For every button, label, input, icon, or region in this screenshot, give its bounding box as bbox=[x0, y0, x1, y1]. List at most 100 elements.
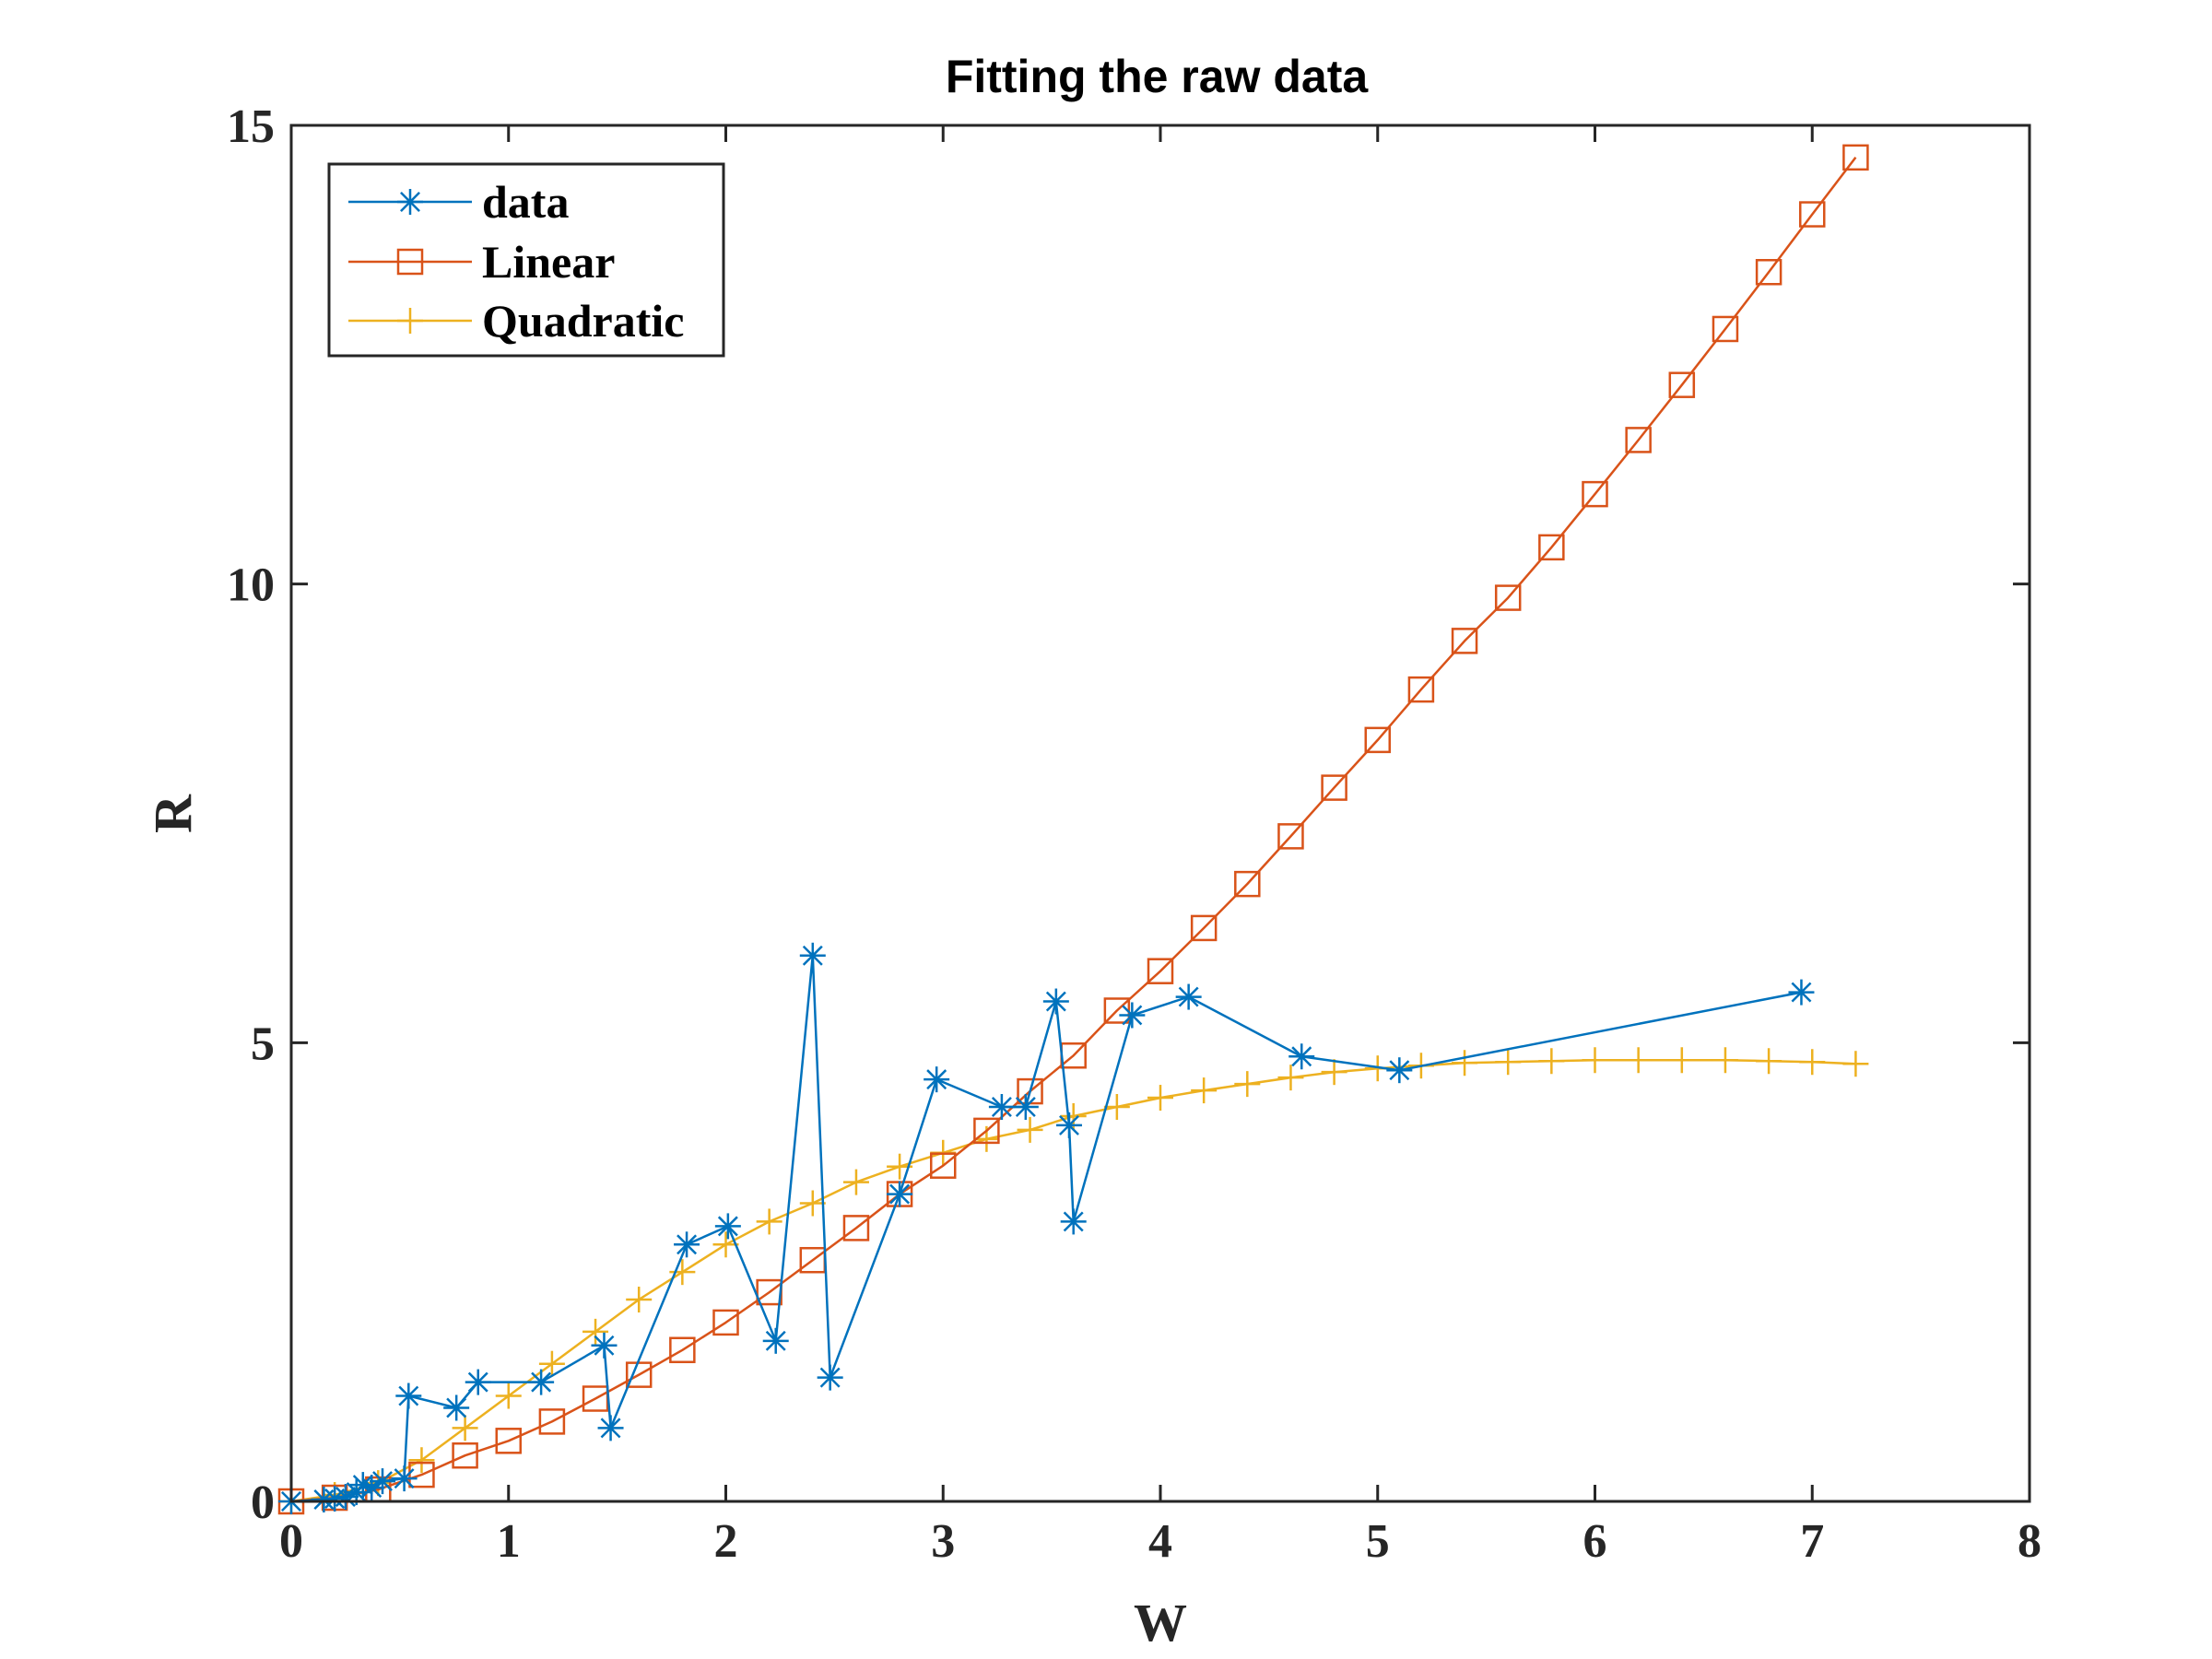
legend-label-quadratic: Quadratic bbox=[482, 295, 684, 347]
y-axis-label: R bbox=[143, 794, 203, 833]
point-data bbox=[332, 1484, 359, 1511]
x-tick-label: 0 bbox=[279, 1515, 303, 1568]
legend-marker-linear bbox=[396, 248, 424, 276]
point-data bbox=[465, 1369, 491, 1395]
point-linear bbox=[842, 1215, 870, 1241]
y-tick-label: 0 bbox=[251, 1477, 275, 1529]
point-quadratic bbox=[1538, 1048, 1565, 1075]
point-data bbox=[1788, 979, 1815, 1006]
x-axis-label: W bbox=[1134, 1593, 1187, 1653]
point-quadratic bbox=[495, 1382, 522, 1409]
point-linear bbox=[495, 1428, 522, 1454]
point-data bbox=[391, 1465, 418, 1492]
point-quadratic bbox=[1668, 1047, 1695, 1074]
legend-marker-symbol-data bbox=[397, 189, 423, 215]
point-linear bbox=[1494, 584, 1522, 611]
point-linear bbox=[1625, 427, 1652, 453]
point-quadratic bbox=[669, 1259, 696, 1286]
point-quadratic bbox=[1277, 1065, 1304, 1091]
x-tick-labels: 0 1 2 3 4 5 6 7 8 bbox=[279, 1515, 2041, 1568]
point-quadratic bbox=[1625, 1047, 1652, 1074]
x-tick-label: 1 bbox=[497, 1515, 521, 1568]
point-quadratic bbox=[1017, 1116, 1043, 1143]
point-linear bbox=[1668, 371, 1696, 398]
point-data bbox=[1119, 1002, 1146, 1029]
legend-item-quadratic: Quadratic bbox=[348, 295, 684, 347]
point-linear bbox=[1755, 259, 1783, 286]
point-data bbox=[395, 1382, 422, 1409]
legend-marker-quadratic bbox=[397, 308, 423, 334]
legend: data Linear Quadratic bbox=[327, 162, 725, 358]
point-quadratic bbox=[842, 1169, 869, 1195]
legend-box bbox=[327, 162, 725, 358]
legend-marker-data bbox=[397, 189, 423, 215]
point-linear bbox=[1190, 914, 1218, 942]
point-quadratic bbox=[1582, 1047, 1608, 1074]
point-quadratic bbox=[756, 1208, 782, 1235]
series-line-linear bbox=[290, 157, 1857, 1503]
point-quadratic bbox=[1452, 1050, 1478, 1077]
point-data bbox=[799, 942, 826, 969]
legend-label-linear: Linear bbox=[482, 236, 615, 288]
point-data bbox=[988, 1094, 1015, 1121]
point-linear bbox=[712, 1309, 739, 1336]
point-linear bbox=[669, 1336, 696, 1364]
point-linear bbox=[1407, 676, 1435, 703]
point-data bbox=[1288, 1043, 1315, 1070]
point-linear bbox=[408, 1461, 435, 1488]
point-linear bbox=[1538, 534, 1565, 561]
point-data bbox=[597, 1415, 624, 1441]
point-linear bbox=[1321, 774, 1347, 801]
point-data bbox=[887, 1181, 913, 1207]
point-quadratic bbox=[582, 1318, 609, 1345]
point-linear bbox=[1842, 144, 1869, 171]
point-quadratic bbox=[1495, 1049, 1522, 1076]
series-layer bbox=[277, 144, 1869, 1515]
x-tick-label: 8 bbox=[2018, 1515, 2041, 1568]
x-tick-label: 7 bbox=[1800, 1515, 1824, 1568]
point-data bbox=[370, 1468, 396, 1495]
point-quadratic bbox=[1147, 1085, 1173, 1112]
point-linear bbox=[452, 1441, 478, 1469]
point-data bbox=[1175, 983, 1202, 1010]
point-quadratic bbox=[538, 1350, 565, 1377]
point-linear bbox=[973, 1117, 1000, 1145]
x-tick-label: 3 bbox=[931, 1515, 955, 1568]
point-linear bbox=[1799, 201, 1826, 228]
point-linear bbox=[1277, 823, 1304, 850]
point-quadratic bbox=[452, 1415, 478, 1441]
point-quadratic bbox=[408, 1447, 435, 1474]
point-data bbox=[1012, 1094, 1039, 1121]
y-tick-labels: 0 5 10 15 bbox=[227, 100, 275, 1529]
point-data bbox=[1055, 1112, 1082, 1138]
point-linear bbox=[1582, 480, 1608, 508]
legend-label-data: data bbox=[482, 176, 569, 228]
point-quadratic bbox=[799, 1190, 826, 1217]
point-quadratic bbox=[1842, 1051, 1869, 1077]
point-quadratic bbox=[712, 1231, 739, 1258]
legend-item-data: data bbox=[348, 176, 569, 228]
point-data bbox=[1042, 988, 1069, 1015]
series-quadratic bbox=[278, 1047, 1869, 1514]
point-data bbox=[591, 1332, 618, 1359]
point-data bbox=[674, 1231, 700, 1258]
point-quadratic bbox=[1191, 1077, 1218, 1104]
y-tick-label: 15 bbox=[227, 100, 275, 153]
legend-marker-symbol-linear bbox=[396, 248, 424, 276]
point-data bbox=[924, 1066, 950, 1093]
legend-marker-symbol-quadratic bbox=[397, 308, 423, 334]
point-data bbox=[1386, 1057, 1413, 1084]
point-linear bbox=[1234, 870, 1261, 898]
x-tick-label: 4 bbox=[1148, 1515, 1172, 1568]
point-linear bbox=[538, 1408, 566, 1435]
point-quadratic bbox=[626, 1287, 653, 1313]
point-linear bbox=[1712, 315, 1739, 343]
point-data bbox=[817, 1364, 843, 1391]
point-data bbox=[714, 1213, 741, 1240]
point-linear bbox=[1364, 726, 1391, 754]
point-linear bbox=[1147, 958, 1174, 984]
y-tick-label: 10 bbox=[227, 559, 275, 612]
point-data bbox=[1060, 1208, 1087, 1235]
point-quadratic bbox=[1103, 1094, 1130, 1121]
